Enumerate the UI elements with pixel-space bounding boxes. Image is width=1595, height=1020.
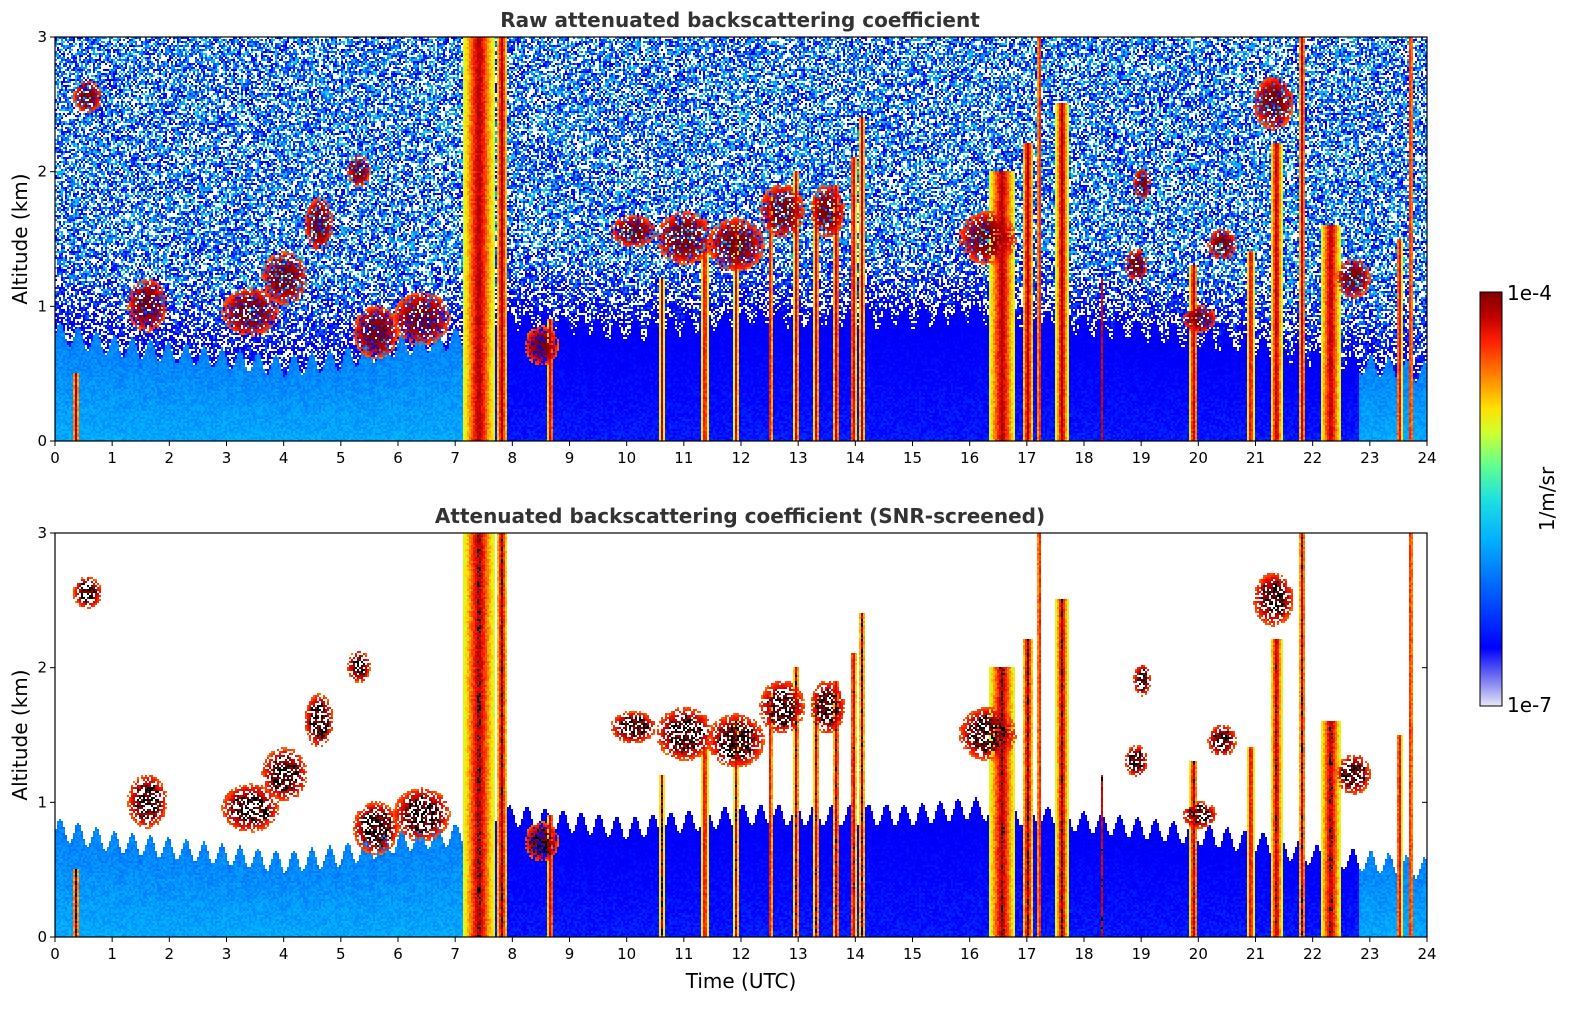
panel-1-xtick-label: 3 [222, 449, 232, 467]
panel-2-xtick-label: 7 [450, 945, 460, 963]
panel-2-xtick-label: 24 [1417, 945, 1436, 963]
panel-2-xtick-label: 22 [1303, 945, 1322, 963]
panel-1-xtick-label: 24 [1417, 449, 1436, 467]
panel-1-xtick-label: 11 [674, 449, 693, 467]
panel-1-xtick-label: 20 [1189, 449, 1208, 467]
panel-1-xtick-label: 0 [50, 449, 60, 467]
panel-1-xtick-label: 5 [336, 449, 346, 467]
panel-1-xtick-label: 8 [508, 449, 518, 467]
panel-2-xtick-label: 18 [1074, 945, 1093, 963]
panel-1-xtick-label: 16 [960, 449, 979, 467]
panel-1-xtick-label: 23 [1360, 449, 1379, 467]
panel-2-ytick-label: 2 [37, 659, 47, 677]
panel-2-xtick-label: 10 [617, 945, 636, 963]
panel-2-ytick-label: 0 [37, 928, 47, 946]
panel-1-xtick-label: 7 [450, 449, 460, 467]
panel-2-xtick-label: 13 [789, 945, 808, 963]
screened-backscatter-panel: Attenuated backscattering coefficient (S… [8, 504, 1437, 993]
panel-2-xtick-label: 1 [107, 945, 117, 963]
panel-1-xtick-label: 13 [789, 449, 808, 467]
panel-2-xtick-label: 19 [1132, 945, 1151, 963]
panel-2-xtick-label: 20 [1189, 945, 1208, 963]
panel-1-xtick-label: 19 [1132, 449, 1151, 467]
panel-2-ylabel: Altitude (km) [8, 669, 32, 800]
panel-2-xtick-label: 16 [960, 945, 979, 963]
raw-backscatter-panel: Raw attenuated backscattering coefficien… [8, 8, 1437, 467]
panel-2-xtick-label: 0 [50, 945, 60, 963]
panel-1-xtick-label: 1 [107, 449, 117, 467]
panel-2-xtick-label: 5 [336, 945, 346, 963]
panel-2-xtick-label: 15 [903, 945, 922, 963]
panel-1-xtick-label: 17 [1017, 449, 1036, 467]
panel-1-xtick-label: 6 [393, 449, 403, 467]
panel-2-ytick-label: 3 [37, 524, 47, 542]
panel-2-xtick-label: 21 [1246, 945, 1265, 963]
panel-2-xtick-label: 4 [279, 945, 289, 963]
panel-2-title: Attenuated backscattering coefficient (S… [435, 504, 1045, 528]
panel-2-xtick-label: 9 [565, 945, 575, 963]
colorbar-max-label: 1e-4 [1507, 281, 1552, 305]
panel-1-xtick-label: 2 [165, 449, 175, 467]
panel-1-title: Raw attenuated backscattering coefficien… [500, 8, 980, 32]
panel-2-xlabel: Time (UTC) [685, 969, 797, 993]
panel-2-heatmap [55, 533, 1427, 937]
colorbar-gradient [1479, 291, 1503, 707]
panel-2-xtick-label: 3 [222, 945, 232, 963]
panel-2-xtick-label: 2 [165, 945, 175, 963]
panel-1-xtick-label: 22 [1303, 449, 1322, 467]
panel-1-xtick-label: 21 [1246, 449, 1265, 467]
panel-2-ytick-label: 1 [37, 793, 47, 811]
panel-2-ticks: 0 1 2 3 4 5 6 7 8 9 10 11 12 13 14 15 16 17 18 19 20 21 22 23 24… [37, 524, 1436, 963]
panel-2-xtick-label: 23 [1360, 945, 1379, 963]
colorbar-unit-label: 1/m/sr [1535, 466, 1559, 531]
panel-2-xtick-label: 11 [674, 945, 693, 963]
panel-2-xtick-label: 14 [846, 945, 865, 963]
panel-1-xtick-label: 4 [279, 449, 289, 467]
panel-1-ylabel: Altitude (km) [8, 173, 32, 304]
panel-1-xtick-label: 10 [617, 449, 636, 467]
colorbar: 1e-4 1e-7 1/m/sr [1479, 281, 1559, 717]
panel-1-ytick-label: 1 [37, 297, 47, 315]
panel-1-ytick-label: 2 [37, 163, 47, 181]
panel-2-xtick-label: 6 [393, 945, 403, 963]
panel-2-plot-area [55, 533, 1427, 937]
panel-1-plot-area [55, 37, 1427, 441]
panel-2-xtick-label: 8 [508, 945, 518, 963]
panel-1-xtick-label: 14 [846, 449, 865, 467]
panel-1-xtick-label: 18 [1074, 449, 1093, 467]
panel-1-ticks: 0 1 2 3 4 5 6 7 8 9 10 11 12 13 14 15 16 17 18 19 20 21 22 23 24… [37, 28, 1436, 467]
panel-1-ytick-label: 0 [37, 432, 47, 450]
panel-2-xtick-label: 17 [1017, 945, 1036, 963]
panel-1-xtick-label: 15 [903, 449, 922, 467]
colorbar-min-label: 1e-7 [1507, 693, 1552, 717]
panel-1-xtick-label: 12 [731, 449, 750, 467]
panel-1-ytick-label: 3 [37, 28, 47, 46]
panel-2-xtick-label: 12 [731, 945, 750, 963]
panel-1-xtick-label: 9 [565, 449, 575, 467]
panel-1-heatmap [55, 37, 1427, 441]
